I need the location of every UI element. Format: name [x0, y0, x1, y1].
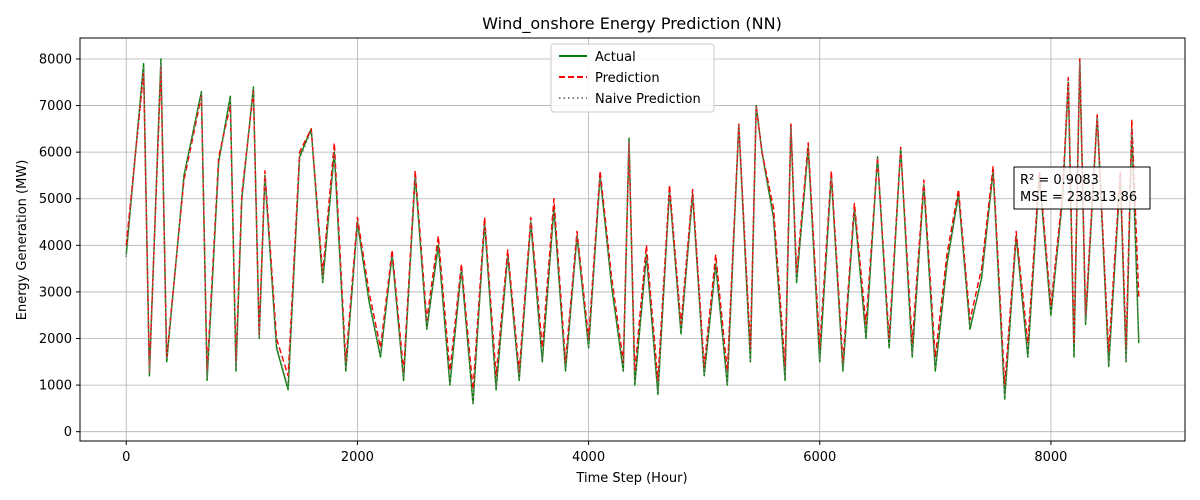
- y-tick-label: 7000: [39, 99, 72, 114]
- chart-title: Wind_onshore Energy Prediction (NN): [482, 14, 782, 34]
- y-tick-label: 4000: [39, 239, 72, 254]
- y-tick-label: 3000: [39, 285, 72, 300]
- r-squared-text: R² = 0.9083: [1020, 173, 1099, 188]
- series-group: [125, 58, 1140, 405]
- x-tick-label: 4000: [572, 450, 605, 465]
- x-tick-label: 0: [122, 450, 130, 465]
- plot-area-frame: [79, 37, 1186, 442]
- y-tick-label: 2000: [39, 332, 72, 347]
- y-tick-label: 8000: [39, 52, 72, 67]
- legend-label-prediction: Prediction: [595, 71, 660, 86]
- y-axis-label: Energy Generation (MW): [15, 160, 30, 321]
- legend-label-actual: Actual: [595, 50, 636, 65]
- series-line-prediction: [125, 58, 1140, 391]
- y-tick-label: 1000: [39, 379, 72, 394]
- metrics-box: [1013, 166, 1151, 210]
- y-tick-label: 6000: [39, 146, 72, 161]
- metrics-annotation: R² = 0.9083 MSE = 238313.86: [1013, 166, 1151, 210]
- mse-text: MSE = 238313.86: [1020, 190, 1137, 205]
- legend-box: [550, 43, 715, 113]
- axis-ticks: 0 2000 4000 6000 8000 0 1000 2000 3000 4000 5000 60…: [39, 52, 1068, 465]
- legend: Actual Prediction Naive Prediction: [550, 43, 715, 113]
- y-tick-label: 0: [64, 425, 72, 440]
- x-tick-label: 6000: [803, 450, 836, 465]
- y-tick-label: 5000: [39, 192, 72, 207]
- series-line-naive-prediction: [125, 60, 1140, 403]
- x-axis-label: Time Step (Hour): [575, 471, 687, 486]
- legend-label-naive: Naive Prediction: [595, 92, 701, 107]
- x-tick-label: 2000: [341, 450, 374, 465]
- x-tick-label: 8000: [1034, 450, 1067, 465]
